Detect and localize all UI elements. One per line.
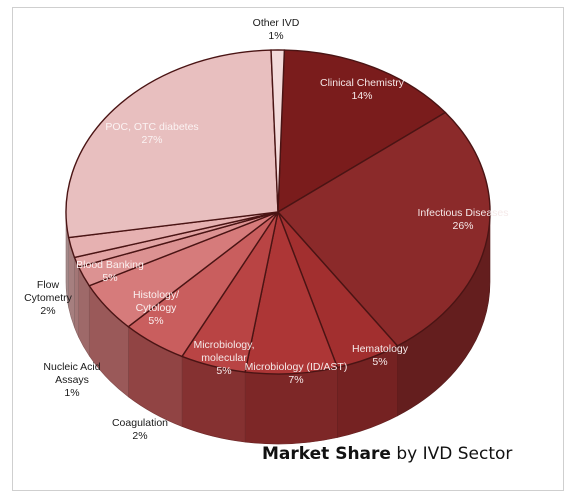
pie-label-0: Clinical Chemistry 14% <box>320 77 405 102</box>
pie-label-10: POC, OTC diabetes 27% <box>105 121 198 146</box>
chart-title: Market Share by IVD Sector <box>262 444 512 464</box>
pie-label-9: Coagulation 2% <box>112 417 168 442</box>
pie-labels: Clinical Chemistry 14% Infectious Diseases… <box>24 17 508 442</box>
chart-title-rest: by IVD Sector <box>390 444 513 464</box>
pie-label-4: Microbiology, molecular 5% <box>193 339 254 377</box>
pie-slice-11 <box>270 49 286 213</box>
pie-label-3: Microbiology (ID/AST) 7% <box>245 361 348 386</box>
pie-slice-0 <box>277 49 447 214</box>
pie-label-5: Histology/Cytology 5% <box>133 289 179 327</box>
chart-title-bold: Market Share <box>262 444 391 464</box>
pie-label-11: Other IVD 1% <box>253 17 300 42</box>
pie-slice-10 <box>65 49 279 239</box>
pie-label-8: Nucleic Acid Assays 1% <box>43 361 100 399</box>
pie-label-1: Infectious Diseases 26% <box>417 207 508 232</box>
pie-label-6: Blood Banking 5% <box>76 259 144 284</box>
pie-slices <box>65 49 491 375</box>
pie-slice-1 <box>276 111 491 347</box>
pie-label-2: Hematology 5% <box>352 343 409 368</box>
pie-label-7: Flow Cytometry 2% <box>24 279 73 317</box>
